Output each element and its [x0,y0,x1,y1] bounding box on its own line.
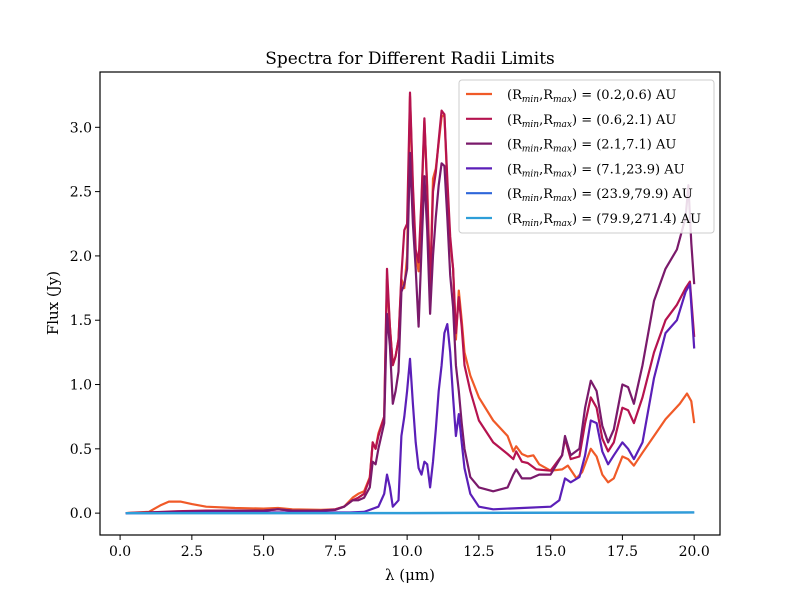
y-tick-label: 0.0 [70,506,92,522]
legend-label: (Rmin,Rmax) = (79.9,271.4) AU [507,212,701,229]
series-line-6 [125,511,695,515]
x-tick-label: 20.0 [679,544,710,560]
series-line-2 [125,91,696,515]
y-tick-label: 2.0 [70,249,92,265]
y-tick-label: 1.5 [70,313,92,329]
x-tick-label: 7.5 [324,544,346,560]
x-tick-label: 17.5 [607,544,638,560]
x-tick-label: 2.5 [181,544,203,560]
y-tick-label: 3.0 [70,120,92,136]
legend-label: (Rmin,Rmax) = (0.6,2.1) AU [507,113,676,130]
plot-area [125,91,696,515]
x-tick-label: 15.0 [535,544,566,560]
plot-frame [99,71,721,536]
x-tick-label: 10.0 [392,544,423,560]
y-tick-label: 0.5 [70,442,92,458]
y-tick-label: 1.0 [70,378,92,394]
legend-label: (Rmin,Rmax) = (23.9,79.9) AU [507,187,693,204]
y-axis-label: Flux (Jy) [44,271,62,335]
x-tick-label: 5.0 [252,544,274,560]
y-axis: 0.0 0.5 1.0 1.5 2.0 2.5 3.0 [70,120,100,522]
y-tick-label: 2.5 [70,185,92,201]
x-axis: 0.0 2.5 5.0 7.5 10.0 12.5 15.0 17.5 20.0 [109,535,710,560]
legend: (Rmin,Rmax) = (0.2,0.6) AU (Rmin,Rmax) = … [458,79,715,234]
series-line-3 [125,151,696,515]
chart-title: Spectra for Different Radii Limits [265,49,555,69]
series-line-4 [125,283,696,515]
legend-label: (Rmin,Rmax) = (2.1,7.1) AU [507,138,676,155]
legend-label: (Rmin,Rmax) = (7.1,23.9) AU [507,162,685,179]
legend-box [458,79,715,234]
legend-label: (Rmin,Rmax) = (0.2,0.6) AU [507,88,676,105]
x-axis-label: λ (μm) [385,566,435,584]
x-tick-label: 0.0 [109,544,131,560]
x-tick-label: 12.5 [463,544,494,560]
